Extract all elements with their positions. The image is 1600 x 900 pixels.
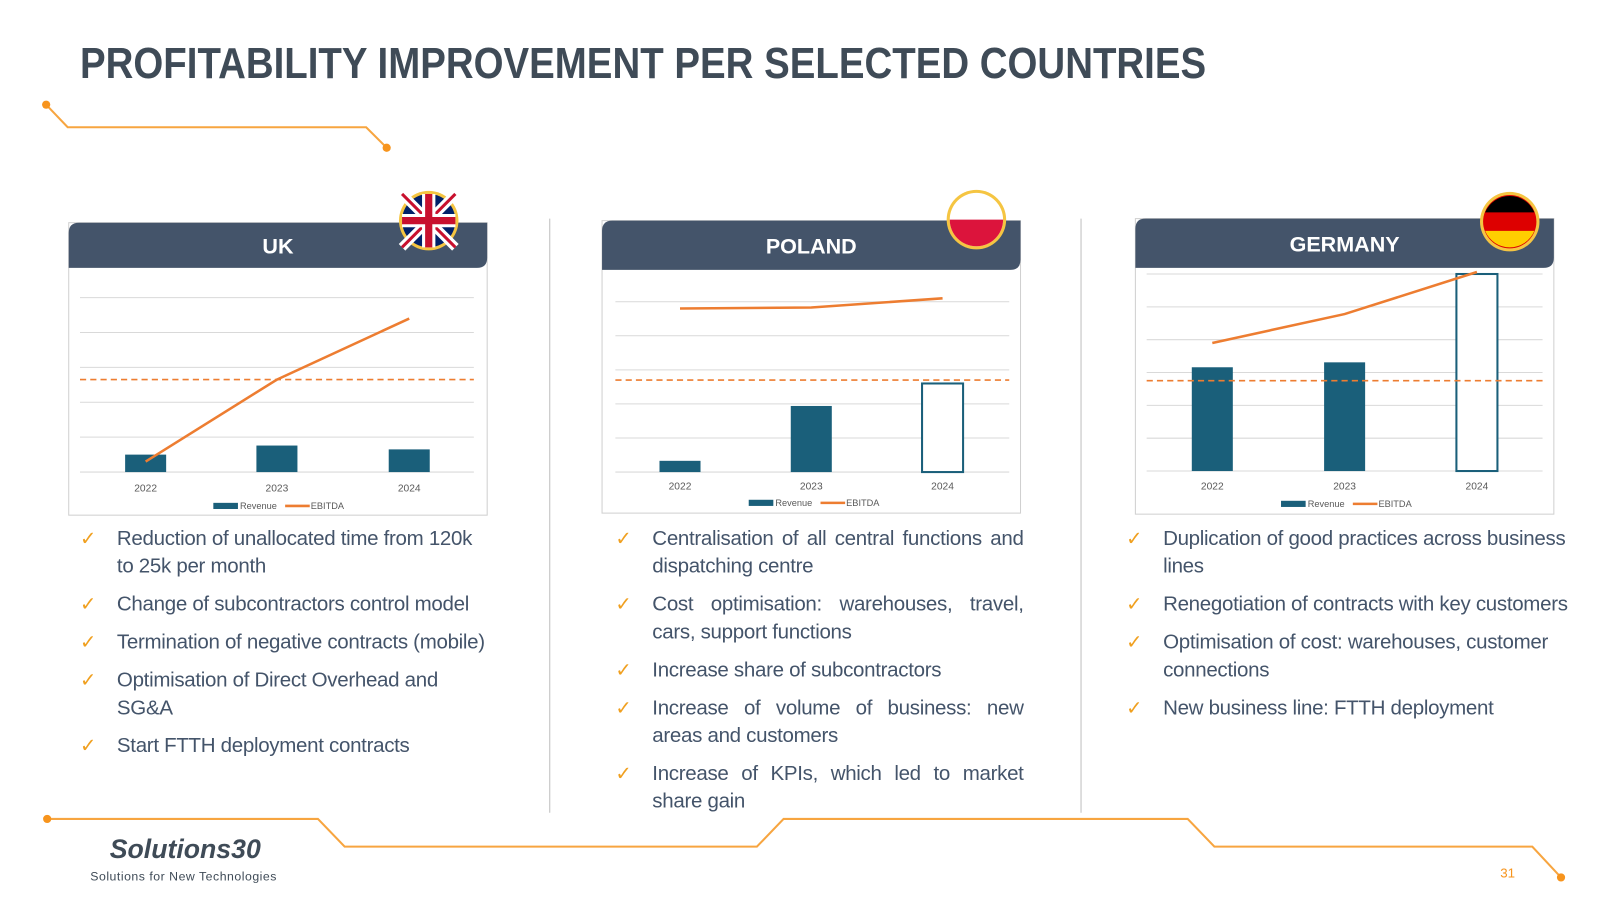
bar bbox=[1455, 272, 1499, 473]
x-tick-label: 2023 bbox=[266, 484, 289, 495]
bullet: Renegotiation of contracts with key cust… bbox=[1126, 591, 1577, 619]
bullet-list: Centralisation of all central functions … bbox=[615, 525, 1024, 815]
ebitda-line bbox=[144, 317, 410, 463]
flag bbox=[949, 219, 1004, 247]
bullet: New business line: FTTH deployment bbox=[1126, 695, 1577, 723]
bullet: Increase of KPIs, which led to market sh… bbox=[615, 760, 1024, 815]
bullet-box: Duplication of good practices across bus… bbox=[1126, 525, 1577, 833]
bullet-text: Centralisation of all central functions … bbox=[652, 527, 1024, 578]
bullet-text: New business line: FTTH deployment bbox=[1163, 696, 1494, 720]
slide-title: PROFITABILITY IMPROVEMENT PER SELECTED C… bbox=[80, 40, 1206, 88]
legend-label: Revenue bbox=[775, 498, 812, 508]
bullet-text: Termination of negative contracts (mobil… bbox=[116, 631, 485, 654]
bullet: Optimisation of Direct Overhead and SG&A bbox=[80, 667, 490, 722]
decor-dots bbox=[42, 100, 1566, 882]
flag bbox=[402, 193, 456, 248]
brand-name: Solutions30 bbox=[110, 834, 261, 864]
x-tick-label: 2024 bbox=[1466, 482, 1489, 493]
page-number: 31 bbox=[1500, 865, 1515, 880]
bullet-text: Start FTTH deployment contracts bbox=[116, 734, 410, 758]
panels: UK 2022 2023 2024 Revenue EBITDA Reduction of … bbox=[69, 190, 1578, 833]
bar bbox=[659, 460, 701, 473]
bullet-text: Reduction of unallocated time from 120k … bbox=[116, 527, 473, 578]
bullet: Centralisation of all central functions … bbox=[615, 525, 1024, 580]
dividers bbox=[549, 218, 1082, 813]
bar bbox=[1191, 367, 1233, 472]
flag bbox=[1485, 230, 1535, 248]
bar bbox=[790, 405, 832, 473]
bullet-text: Optimisation of Direct Overhead and SG&A bbox=[116, 669, 438, 720]
bullet: Duplication of good practices across bus… bbox=[1126, 525, 1577, 580]
bullet-box: Centralisation of all central functions … bbox=[615, 525, 1025, 833]
legend-swatch bbox=[748, 499, 774, 506]
bullet-text: Increase of KPIs, which led to market sh… bbox=[652, 762, 1024, 813]
bullet: Cost optimisation: warehouses, travel, c… bbox=[615, 591, 1024, 646]
bullet-list: Reduction of unallocated time from 120k … bbox=[80, 525, 490, 760]
bullet: Increase share of subcontractors bbox=[615, 657, 1023, 685]
x-tick-label: 2024 bbox=[398, 484, 421, 495]
legend-label: EBITDA bbox=[311, 501, 345, 511]
flag bbox=[398, 190, 459, 251]
bullet-list: Duplication of good practices across bus… bbox=[1126, 525, 1577, 722]
bar bbox=[256, 445, 298, 473]
ebitda-line bbox=[679, 297, 943, 310]
country-panel: POLAND 2022 2023 2024 Revenue EBITDA Centralis… bbox=[602, 190, 1026, 833]
brand-tagline: Solutions for New Technologies bbox=[90, 869, 277, 883]
bullet-text: Renegotiation of contracts with key cust… bbox=[1163, 593, 1568, 616]
bullet-text: Optimisation of cost: warehouses, custom… bbox=[1163, 631, 1549, 682]
ebitda-line bbox=[1212, 270, 1478, 345]
legend-swatch bbox=[213, 502, 238, 510]
bar bbox=[125, 454, 167, 473]
x-tick-label: 2022 bbox=[1201, 482, 1224, 493]
legend-label: Revenue bbox=[240, 501, 277, 511]
panel-header bbox=[1135, 218, 1554, 268]
panel-title: GERMANY bbox=[1290, 232, 1401, 256]
bullet: Increase of volume of business: new area… bbox=[615, 695, 1024, 750]
flag bbox=[1480, 191, 1540, 252]
bullet: Optimisation of cost: warehouses, custom… bbox=[1126, 629, 1577, 684]
flag bbox=[1485, 196, 1535, 213]
decor bbox=[45, 103, 1562, 879]
bullet-text: Increase share of subcontractors bbox=[652, 658, 942, 682]
x-tick-label: 2022 bbox=[134, 484, 157, 495]
country-panel: GERMANY 2022 2023 2024 Revenue EBITDA Duplicat… bbox=[1126, 192, 1577, 833]
x-tick-label: 2024 bbox=[931, 482, 954, 493]
x-tick-label: 2022 bbox=[669, 482, 692, 493]
panel-title: UK bbox=[262, 234, 294, 258]
panel-header bbox=[68, 222, 488, 268]
bullet-text: Duplication of good practices across bus… bbox=[1163, 527, 1566, 578]
legend-label: EBITDA bbox=[1378, 499, 1412, 509]
panel-title: POLAND bbox=[766, 234, 857, 258]
bar bbox=[1324, 362, 1366, 472]
panel-header bbox=[602, 220, 1021, 270]
country-panel: UK 2022 2023 2024 Revenue EBITDA Reduction of … bbox=[69, 191, 491, 833]
legend-swatch bbox=[1281, 500, 1306, 507]
x-tick-label: 2023 bbox=[1333, 482, 1356, 493]
bullet: Termination of negative contracts (mobil… bbox=[80, 629, 490, 657]
flag bbox=[946, 189, 1007, 250]
bullet: Start FTTH deployment contracts bbox=[80, 733, 490, 761]
legend-label: EBITDA bbox=[846, 498, 880, 508]
bar bbox=[388, 449, 430, 473]
bullet-box: Reduction of unallocated time from 120k … bbox=[80, 525, 490, 833]
x-tick-label: 2023 bbox=[800, 482, 823, 493]
bullet-text: Change of subcontractors control model bbox=[116, 593, 469, 616]
legend-label: Revenue bbox=[1308, 499, 1345, 509]
bullet: Change of subcontractors control model bbox=[80, 591, 490, 619]
bar bbox=[921, 382, 965, 474]
bullet-text: Cost optimisation: warehouses, travel, c… bbox=[652, 593, 1024, 644]
bullet: Reduction of unallocated time from 120k … bbox=[80, 525, 490, 580]
bullet-text: Increase of volume of business: new area… bbox=[652, 696, 1024, 748]
